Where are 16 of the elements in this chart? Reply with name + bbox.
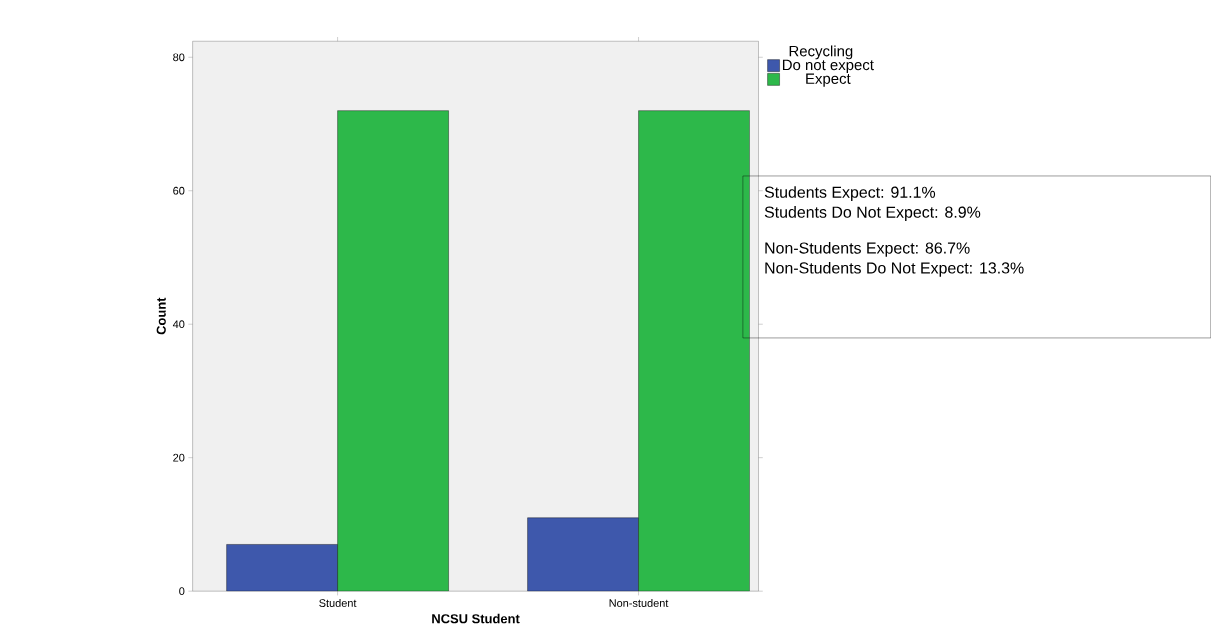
y-axis-title: Count	[156, 297, 166, 335]
text: Students Expect: 91.1%	[764, 186, 936, 202]
x-axis-title: NCSU Student	[432, 613, 520, 624]
y-tick-label: 0	[179, 587, 185, 596]
text: Non-Students Expect: 86.7%	[765, 242, 970, 257]
y-tick-label: 80	[173, 53, 185, 62]
legend-label: Do not expect	[782, 59, 874, 74]
text: Non-Students Do Not Expect: 13.3%	[765, 261, 1024, 277]
legend-title: Recycling	[789, 45, 853, 60]
y-tick-label: 40	[172, 320, 185, 329]
text: Students Do Not Expect: 8.9%	[764, 206, 981, 221]
y-tick-label: 20	[173, 453, 185, 462]
x-tick-label: Student	[319, 599, 357, 608]
legend-label: Expect	[806, 73, 851, 87]
y-tick-label: 60	[173, 186, 185, 195]
x-tick-label: Non-student	[609, 599, 669, 608]
